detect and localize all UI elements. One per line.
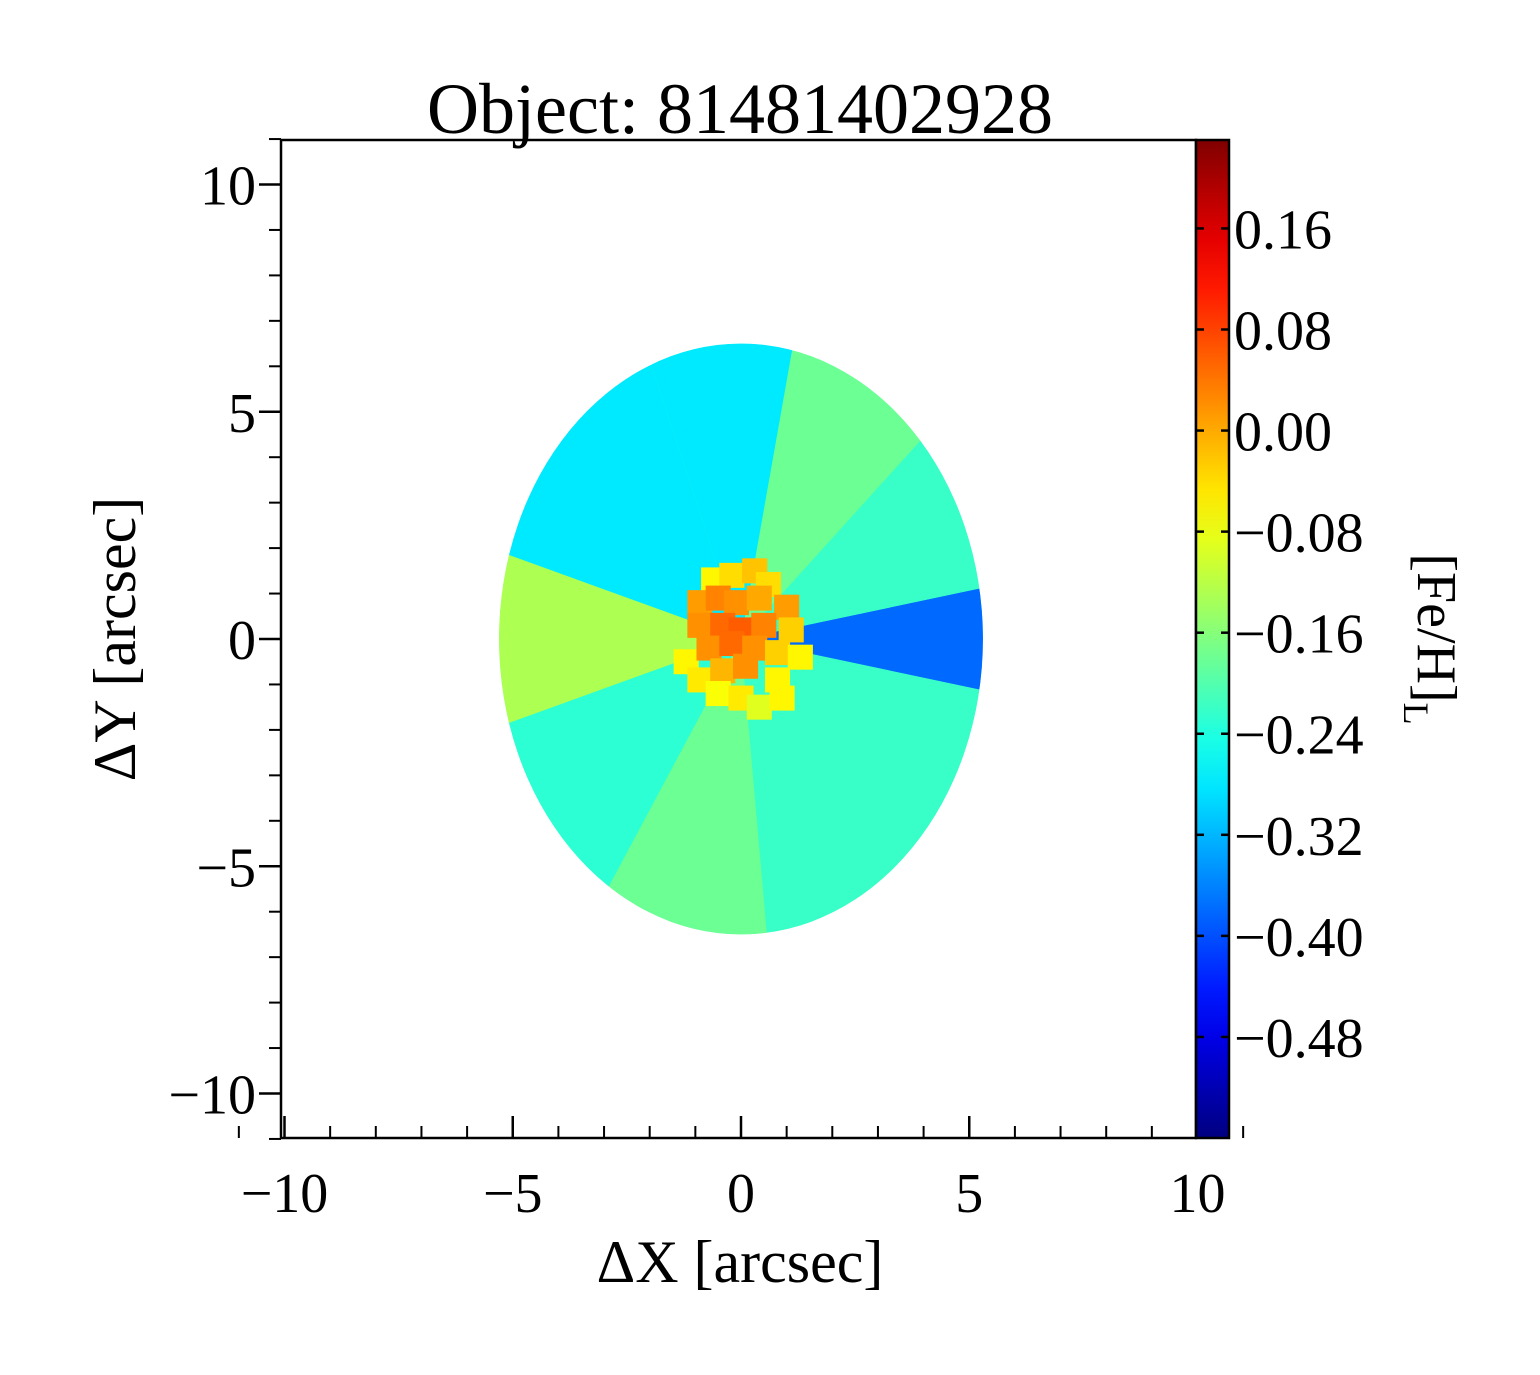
map-sector [571,343,837,639]
metallicity-map [499,343,983,935]
map-sector [741,639,983,935]
map-pixel [719,631,745,657]
x-tick-label: 0 [727,1163,755,1225]
x-tick-label: 10 [1170,1163,1226,1225]
map-pixel [746,585,772,611]
map-pixel [705,681,731,707]
colorbar-label-main: [Fe/H] [1405,553,1467,702]
map-pixel [733,653,759,679]
y-axis-label: ΔY [arcsec] [82,497,148,782]
map-sector [499,343,741,639]
x-tick-label: 5 [955,1163,983,1225]
map-pixel [764,640,791,666]
y-tick-label: −10 [168,1065,256,1127]
axes: −10 −5 0 5 10 −10 −5 0 5 10 [168,138,1245,1225]
colorbar-tick-label: −0.48 [1234,1008,1364,1070]
y-tick-label: 0 [228,610,256,672]
colorbar-tick-label: 0.00 [1234,402,1332,464]
colorbar-tick-label: −0.32 [1234,806,1364,868]
colorbar-label: [Fe/H]L [1396,553,1467,724]
map-pixel [769,685,795,711]
colorbar-tick-label: −0.16 [1234,604,1364,666]
y-tick-label: 10 [200,156,256,218]
colorbar-gradient [1194,138,1231,1140]
colorbar-tick-label: −0.24 [1234,705,1364,767]
chart-title: Object: 81481402928 [427,69,1053,149]
colorbar-tick-label: −0.40 [1234,907,1364,969]
map-pixel [719,562,745,588]
map-sector [741,343,983,639]
map-sector [499,639,741,935]
map-pixel [787,644,813,670]
map-pixel [751,612,777,638]
map-pixel [746,694,772,720]
colorbar-tick-label: 0.08 [1234,300,1332,362]
map-pixel [723,590,749,616]
map-pixel [778,617,804,643]
map-pixel [687,612,713,638]
x-tick-label: −5 [483,1163,543,1225]
colorbar-label-subscript: L [1396,703,1436,725]
colorbar-tick-label: −0.08 [1234,503,1364,565]
y-tick-label: −5 [196,837,256,899]
map-pixel [696,635,722,661]
map-pixel [774,594,800,620]
x-tick-label: −10 [241,1163,329,1225]
x-axis-label: ΔX [arcsec] [597,1229,884,1295]
map-pixel [710,658,736,684]
colorbar-tick-label: 0.16 [1234,199,1332,261]
y-tick-label: 5 [228,383,256,445]
colorbar: 0.16 0.08 0.00 −0.08 −0.16 −0.24 −0.32 −0.40 −0.… [1194,138,1364,1140]
